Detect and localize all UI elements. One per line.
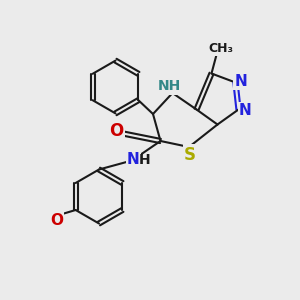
Text: NH: NH [157,80,181,93]
Text: N: N [127,152,140,166]
Text: O: O [50,213,63,228]
Text: N: N [239,103,251,118]
Text: H: H [139,154,150,167]
Text: CH₃: CH₃ [208,42,234,55]
Text: N: N [235,74,247,88]
Text: O: O [109,122,124,140]
Text: S: S [184,146,196,164]
